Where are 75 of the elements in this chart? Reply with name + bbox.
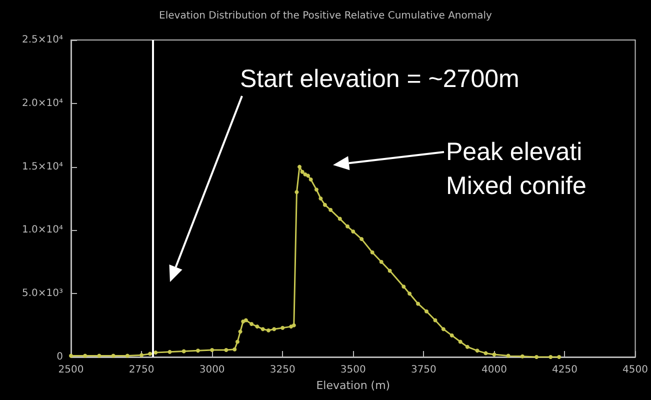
point xyxy=(484,351,488,356)
y-tick-label: 2.5×10⁴ xyxy=(22,34,63,46)
x-tick-label: 2750 xyxy=(128,364,154,376)
point xyxy=(450,333,454,338)
point xyxy=(196,348,200,353)
point xyxy=(224,348,228,352)
point xyxy=(306,174,310,178)
x-tick-label: 4500 xyxy=(622,364,648,376)
annotation: Start elevation = ~2700m xyxy=(240,65,520,93)
point xyxy=(97,354,102,358)
point xyxy=(232,347,237,352)
y-tick-label: 0 xyxy=(56,352,63,362)
point xyxy=(308,177,313,182)
point xyxy=(338,216,342,221)
point xyxy=(318,196,323,200)
point xyxy=(465,344,470,349)
x-tick-label: 4000 xyxy=(481,364,507,376)
point xyxy=(360,237,364,242)
y-tick-label: 1.0×10⁴ xyxy=(22,224,63,236)
point xyxy=(314,188,318,192)
point xyxy=(244,318,248,322)
point xyxy=(235,340,240,344)
point xyxy=(548,355,553,359)
point xyxy=(140,353,144,358)
point xyxy=(111,354,116,358)
point xyxy=(557,355,562,359)
y-tick-label: 1.5×10⁴ xyxy=(22,161,63,172)
point xyxy=(370,250,374,254)
point xyxy=(433,318,438,322)
point xyxy=(424,309,428,314)
annotation: Peak elevati Mixed conife xyxy=(446,138,586,200)
point xyxy=(322,202,327,207)
x-tick-label: 4250 xyxy=(552,364,578,376)
point xyxy=(154,350,158,355)
point xyxy=(255,324,260,329)
point xyxy=(238,330,242,334)
point xyxy=(300,170,304,174)
y-tick-label: 2.0×10⁴ xyxy=(22,98,63,109)
point xyxy=(168,350,172,354)
point xyxy=(379,260,384,264)
chart-title: Elevation Distribution of the Positive Relative Cumulative Anomaly xyxy=(159,10,492,22)
point xyxy=(534,355,539,359)
point xyxy=(266,328,270,332)
point xyxy=(351,229,356,234)
point xyxy=(83,354,88,358)
point xyxy=(280,326,285,330)
x-axis-title: Elevation (m) xyxy=(316,378,390,392)
x-tick-label: 2500 xyxy=(58,364,84,376)
point xyxy=(294,190,299,194)
x-tick-label: 3250 xyxy=(270,364,296,376)
point xyxy=(402,284,406,289)
point xyxy=(292,323,296,328)
point xyxy=(408,292,412,296)
point xyxy=(458,340,462,344)
point xyxy=(475,348,480,353)
x-tick-label: 3500 xyxy=(340,364,366,376)
y-tick-label: 5.0×10³ xyxy=(22,288,63,300)
point xyxy=(388,268,392,273)
point xyxy=(148,352,152,356)
point xyxy=(520,354,524,358)
point xyxy=(441,327,446,332)
point xyxy=(328,208,333,212)
point xyxy=(69,354,73,358)
point xyxy=(272,327,276,332)
point xyxy=(346,224,350,228)
point xyxy=(506,354,510,358)
x-tick-label: 3750 xyxy=(410,364,436,376)
x-tick-label: 3000 xyxy=(199,364,225,376)
point xyxy=(298,164,302,169)
point xyxy=(250,322,254,326)
point xyxy=(260,327,265,332)
point xyxy=(125,354,130,358)
point xyxy=(210,348,214,352)
point xyxy=(416,302,420,306)
point xyxy=(182,349,186,354)
